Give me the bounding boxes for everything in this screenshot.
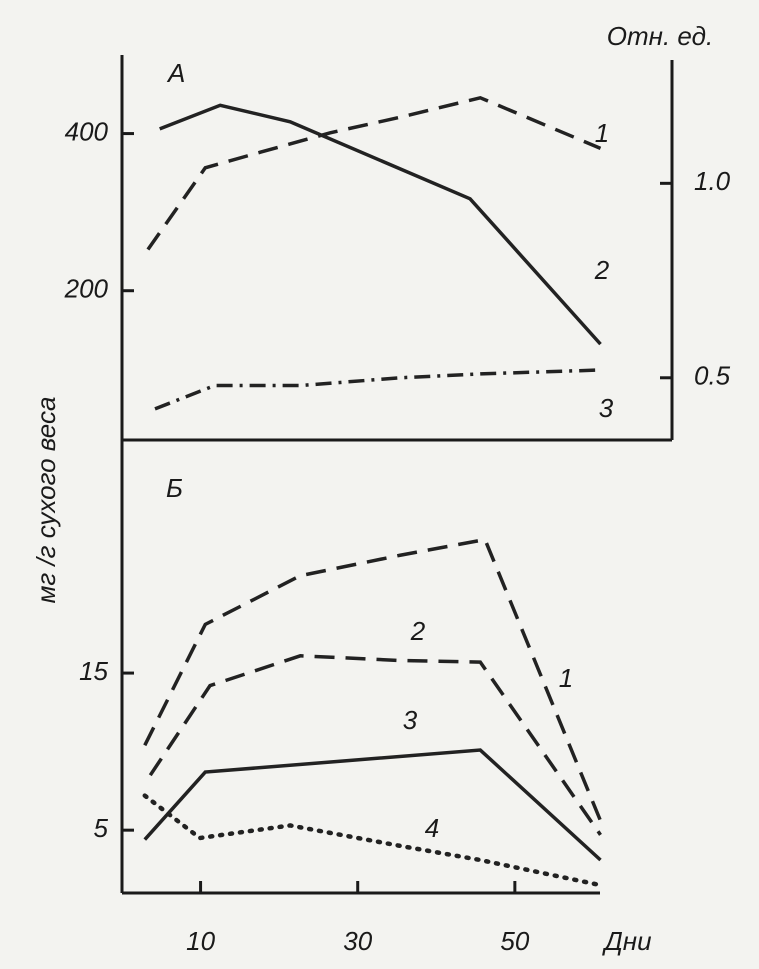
series-label: 1 — [595, 118, 609, 148]
series-label: 2 — [594, 255, 610, 285]
panel-title: А — [166, 58, 185, 88]
y2-tick-label: 1.0 — [694, 166, 731, 196]
x-tick-label: 30 — [343, 926, 372, 956]
series-line — [154, 368, 601, 411]
x-tick-label: 10 — [186, 926, 215, 956]
y-tick-label: 5 — [94, 813, 109, 843]
series-line — [159, 103, 602, 346]
y-tick-label: 15 — [79, 656, 108, 686]
panel-title: Б — [166, 473, 183, 503]
y2-axis-label: Отн. ед. — [607, 21, 713, 51]
y2-tick-label: 0.5 — [694, 361, 731, 391]
y-tick-label: 400 — [65, 116, 109, 146]
x-tick-label: 50 — [500, 926, 529, 956]
series-label: 1 — [559, 663, 573, 693]
x-axis-label: Дни — [601, 926, 651, 956]
series-line — [143, 537, 603, 822]
series-line — [146, 95, 602, 251]
y-tick-label: 200 — [64, 274, 109, 304]
series-line — [142, 793, 603, 888]
y-axis-label: мг /г сухого веса — [31, 397, 61, 604]
series-line — [143, 748, 602, 862]
series-label: 2 — [410, 616, 426, 646]
series-label: 3 — [599, 393, 614, 423]
series-label: 4 — [425, 813, 439, 843]
series-line — [148, 654, 602, 836]
series-label: 3 — [403, 705, 418, 735]
